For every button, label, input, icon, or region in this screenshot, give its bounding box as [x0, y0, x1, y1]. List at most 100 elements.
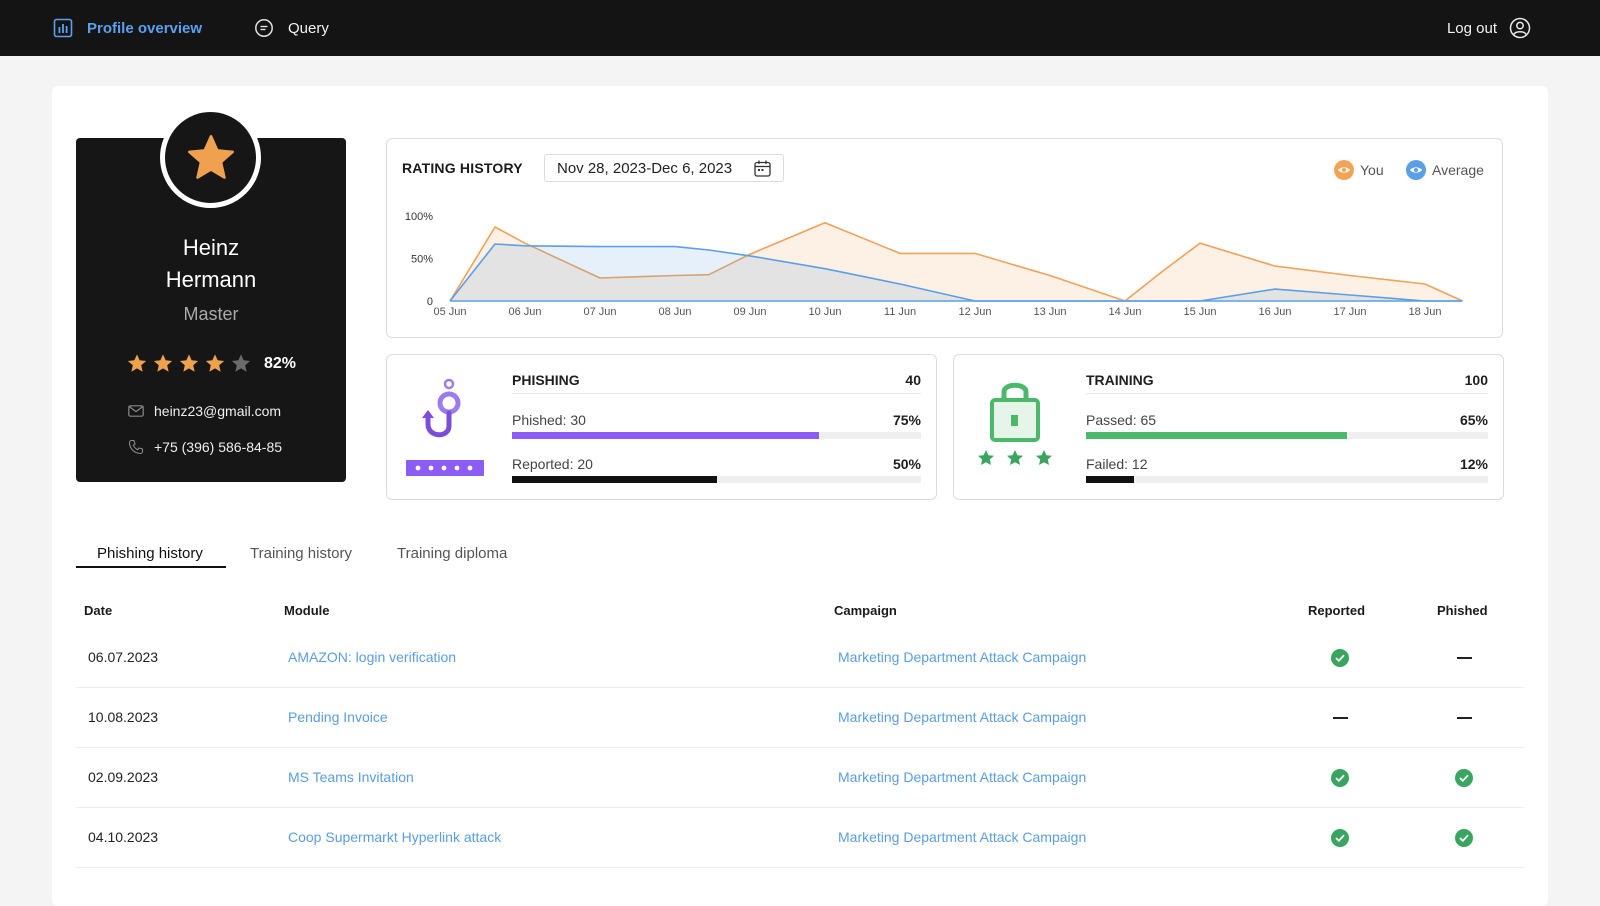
legend-average[interactable]: Average [1406, 160, 1484, 180]
failed-progress-fill [1086, 476, 1135, 483]
row-module-link[interactable]: MS Teams Invitation [288, 769, 414, 785]
bar-chart-icon [53, 18, 73, 38]
table-row: 06.07.2023 AMAZON: login verification Ma… [76, 628, 1524, 688]
passed-percent: 65% [1459, 412, 1488, 428]
passed-progress-track [1086, 432, 1488, 439]
phished-status [1454, 708, 1474, 728]
phished-percent: 75% [892, 412, 921, 428]
column-header-module[interactable]: Module [284, 603, 330, 618]
row-date: 02.09.2023 [88, 769, 159, 785]
x-tick-label: 16 Jun [1258, 306, 1291, 318]
eye-icon [1334, 160, 1354, 180]
avatar [160, 107, 261, 208]
x-tick-label: 11 Jun [884, 306, 916, 318]
phished-label: Phished: 30 [512, 412, 586, 428]
date-range-picker[interactable]: Nov 28, 2023-Dec 6, 2023 [544, 154, 784, 182]
reported-status [1330, 708, 1350, 728]
phone-text: +75 (396) 586-84-85 [154, 439, 283, 455]
row-module-link[interactable]: Pending Invoice [288, 709, 388, 725]
legend-average-label: Average [1432, 162, 1484, 178]
row-campaign-link[interactable]: Marketing Department Attack Campaign [838, 709, 1087, 725]
dash-icon [1456, 717, 1472, 719]
tab-training-history[interactable]: Training history [250, 545, 352, 562]
reported-progress-track [512, 476, 921, 483]
x-tick-label: 06 Jun [508, 306, 541, 318]
row-module-link[interactable]: Coop Supermarkt Hyperlink attack [288, 829, 502, 845]
tab-training-diploma[interactable]: Training diploma [397, 545, 508, 562]
column-header-date[interactable]: Date [84, 603, 113, 618]
x-tick-label: 05 Jun [433, 306, 466, 318]
x-tick-label: 13 Jun [1033, 306, 1066, 318]
legend-you[interactable]: You [1334, 160, 1384, 180]
phishing-hook-icon [406, 378, 484, 476]
profile-last-name: Hermann [165, 267, 257, 292]
mail-icon [128, 405, 144, 417]
nav-query-label: Query [288, 19, 329, 37]
dash-icon [1332, 717, 1348, 719]
column-header-campaign[interactable]: Campaign [834, 603, 897, 618]
column-header-reported[interactable]: Reported [1308, 603, 1366, 618]
dash-icon [1456, 657, 1472, 659]
training-title: TRAINING [1086, 372, 1154, 388]
x-tick-label: 18 Jun [1408, 306, 1441, 318]
failed-progress-track [1086, 476, 1488, 483]
tab-phishing-history[interactable]: Phishing history [97, 545, 203, 562]
phished-progress-track [512, 432, 921, 439]
nav-profile-overview-label: Profile overview [87, 19, 203, 37]
series-area-you [450, 222, 1463, 301]
x-tick-label: 08 Jun [658, 306, 691, 318]
rating-history-chart: 0 50% 100% 05 Jun 06 Jun 07 Jun 08 Jun 09 Jun 10… [405, 211, 1463, 318]
row-campaign-link[interactable]: Marketing Department Attack Campaign [838, 649, 1087, 665]
active-tab-indicator [76, 566, 226, 568]
reported-status [1330, 768, 1350, 788]
training-stats-panel [953, 354, 1504, 500]
check-circle-icon [1331, 649, 1349, 667]
star-icon [153, 354, 173, 372]
series-area-average [450, 244, 1463, 301]
table-row: 04.10.2023 Coop Supermarkt Hyperlink att… [76, 808, 1524, 868]
profile-first-name: Heinz [182, 235, 240, 260]
divider [512, 393, 921, 394]
failed-label: Failed: 12 [1086, 456, 1148, 472]
star-icon [205, 354, 225, 372]
x-tick-label: 10 Jun [808, 306, 841, 318]
check-circle-icon [1455, 829, 1473, 847]
column-header-phished[interactable]: Phished [1437, 603, 1488, 618]
legend-you-label: You [1360, 162, 1384, 178]
x-tick-label: 14 Jun [1108, 306, 1141, 318]
row-campaign-link[interactable]: Marketing Department Attack Campaign [838, 829, 1087, 845]
x-tick-label: 17 Jun [1333, 306, 1366, 318]
row-module-link[interactable]: AMAZON: login verification [288, 649, 457, 665]
table-row: 02.09.2023 MS Teams Invitation Marketing… [76, 748, 1524, 808]
phished-progress-fill [512, 432, 819, 439]
x-tick-label: 09 Jun [733, 306, 766, 318]
x-tick-label: 15 Jun [1183, 306, 1216, 318]
rating-stars: 82% [126, 353, 296, 374]
logout-label: Log out [1446, 19, 1497, 37]
reported-label: Reported: 20 [512, 456, 593, 472]
phished-status [1454, 828, 1474, 848]
x-tick-label: 12 Jun [958, 306, 991, 318]
training-lock-icon [978, 382, 1052, 465]
star-badge-icon [187, 134, 234, 179]
nav-query[interactable]: Query [254, 0, 329, 56]
star-empty-icon [231, 354, 251, 372]
y-tick-label: 100% [405, 211, 433, 223]
failed-percent: 12% [1459, 456, 1488, 472]
y-tick-label: 50% [411, 254, 433, 266]
phished-status [1454, 648, 1474, 668]
calendar-icon [754, 160, 771, 177]
passed-label: Passed: 65 [1086, 412, 1157, 428]
passed-progress-fill [1086, 432, 1348, 439]
row-campaign-link[interactable]: Marketing Department Attack Campaign [838, 769, 1087, 785]
check-circle-icon [1331, 769, 1349, 787]
rating-history-panel [386, 138, 1503, 338]
x-tick-label: 07 Jun [583, 306, 616, 318]
date-range-value: Nov 28, 2023-Dec 6, 2023 [557, 159, 733, 177]
star-icon [179, 354, 199, 372]
table-row: 10.08.2023 Pending Invoice Marketing Dep… [76, 688, 1524, 748]
nav-profile-overview[interactable]: Profile overview [53, 0, 202, 56]
logout-button[interactable]: Log out [1447, 0, 1531, 56]
phishing-total: 40 [905, 372, 921, 388]
profile-email: heinz23@gmail.com [128, 403, 281, 419]
